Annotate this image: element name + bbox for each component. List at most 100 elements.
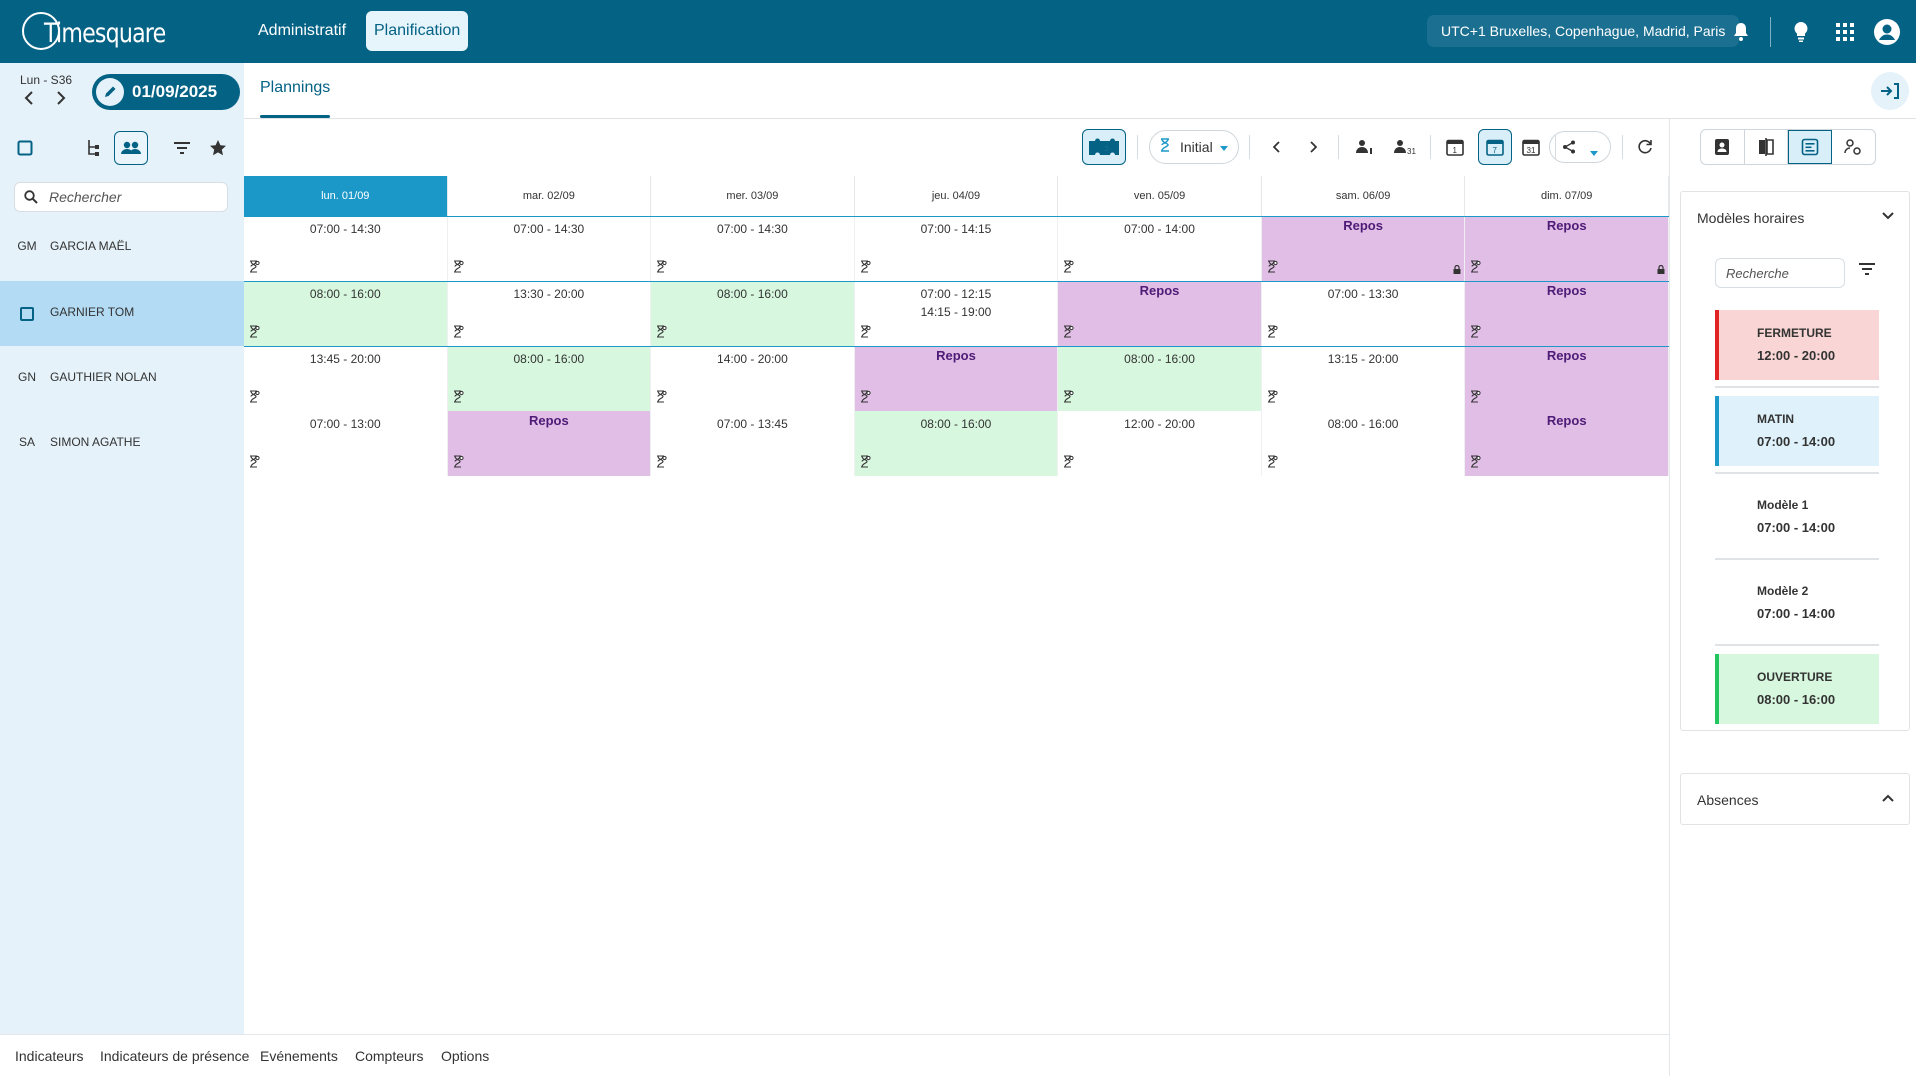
account-icon[interactable]: [1874, 19, 1900, 45]
repos-shift-cell[interactable]: Repos: [1465, 216, 1669, 281]
shift-cell[interactable]: 07:00 - 13:45: [651, 411, 855, 476]
shift-text: 08:00 - 16:00: [1124, 352, 1195, 366]
selected-row-border: [244, 216, 1669, 217]
repos-shift-cell[interactable]: Repos: [1058, 281, 1262, 346]
day-header[interactable]: jeu. 04/09: [854, 176, 1059, 216]
share-menu-button[interactable]: [1549, 131, 1611, 163]
shift-cell[interactable]: 12:00 - 20:00: [1058, 411, 1262, 476]
timezone-selector[interactable]: UTC+1 Bruxelles, Copenhague, Madrid, Par…: [1427, 15, 1740, 47]
version-select[interactable]: Initial: [1149, 130, 1239, 164]
repos-shift-cell[interactable]: Repos: [1465, 411, 1669, 476]
day-header[interactable]: sam. 06/09: [1261, 176, 1466, 216]
person-day-icon[interactable]: [1350, 129, 1380, 165]
employee-search-input[interactable]: [49, 187, 219, 207]
repos-shift-cell[interactable]: Repos: [1465, 281, 1669, 346]
model-divider: [1715, 558, 1879, 560]
schedule-model-item[interactable]: FERMETURE 12:00 - 20:00: [1715, 310, 1879, 388]
lightbulb-icon[interactable]: [1788, 19, 1814, 45]
shift-cell[interactable]: 08:00 - 16:00: [854, 411, 1059, 476]
day-header[interactable]: lun. 01/09: [244, 176, 448, 216]
compare-icon[interactable]: [1745, 130, 1788, 164]
group-view-icon[interactable]: [114, 131, 148, 165]
employee-row-garcia[interactable]: GM GARCIA MAËL: [0, 215, 244, 280]
model-search-input[interactable]: [1726, 264, 1836, 282]
shift-cell[interactable]: 13:15 - 20:00: [1262, 346, 1466, 411]
filter-icon[interactable]: [165, 131, 199, 165]
day-header[interactable]: mar. 02/09: [447, 176, 652, 216]
month-view-icon[interactable]: 31: [1516, 129, 1546, 165]
employee-row-gauthier[interactable]: GN GAUTHIER NOLAN: [0, 346, 244, 411]
chevron-left-icon[interactable]: [24, 91, 34, 110]
shift-cell[interactable]: 07:00 - 13:30: [1262, 281, 1466, 346]
tab-compteurs[interactable]: Compteurs: [355, 1048, 424, 1064]
shift-cell[interactable]: 08:00 - 16:00: [1262, 411, 1466, 476]
day-header[interactable]: ven. 05/09: [1058, 176, 1262, 216]
svg-text:31: 31: [1527, 146, 1536, 155]
tab-indicateurs[interactable]: Indicateurs: [15, 1048, 84, 1064]
shift-cell[interactable]: 07:00 - 14:30: [448, 216, 652, 281]
refresh-icon[interactable]: [1630, 129, 1660, 165]
chevron-right-icon[interactable]: [56, 91, 66, 110]
timesquare-logo[interactable]: Timesquare: [22, 12, 170, 52]
day-header[interactable]: mer. 03/09: [651, 176, 855, 216]
schedule-model-item[interactable]: Modèle 1 07:00 - 14:00: [1715, 482, 1879, 560]
tab-plannings[interactable]: Plannings: [260, 63, 331, 118]
collapse-panel-button[interactable]: [1871, 72, 1909, 110]
chevron-right-icon[interactable]: [1298, 129, 1328, 165]
shift-time: 12:00 - 20:00: [1058, 415, 1261, 433]
shift-cell[interactable]: 07:00 - 13:00: [244, 411, 448, 476]
repos-shift-cell[interactable]: Repos: [447, 411, 652, 476]
week-view-icon[interactable]: 7: [1478, 129, 1512, 165]
employee-row-garnier[interactable]: GARNIER TOM: [0, 281, 244, 346]
date-picker-button[interactable]: 01/09/2025: [92, 74, 240, 110]
schedule-model-item[interactable]: OUVERTURE 08:00 - 16:00: [1715, 654, 1879, 724]
shift-cell[interactable]: 08:00 - 16:00: [651, 281, 855, 346]
shift-cell[interactable]: 13:45 - 20:00: [244, 346, 448, 411]
model-name: FERMETURE: [1757, 326, 1832, 340]
shift-time: 08:00 - 16:00: [1262, 415, 1465, 433]
repos-shift-cell[interactable]: Repos: [854, 346, 1059, 411]
puzzle-auto-plan-button[interactable]: [1082, 129, 1126, 165]
tab-options[interactable]: Options: [441, 1048, 490, 1064]
schedule-model-item[interactable]: Modèle 2 07:00 - 14:00: [1715, 568, 1879, 646]
apps-grid-icon[interactable]: [1832, 19, 1858, 45]
schedule-models-icon[interactable]: [1788, 130, 1832, 164]
shift-cell[interactable]: 13:30 - 20:00: [448, 281, 652, 346]
chevron-down-icon[interactable]: [1881, 208, 1895, 226]
tab-indicateurs-presence[interactable]: Indicateurs de présence: [100, 1048, 250, 1064]
shift-cell[interactable]: 08:00 - 16:00: [1058, 346, 1262, 411]
repos-shift-cell[interactable]: Repos: [1261, 216, 1466, 281]
person-month-icon[interactable]: 31: [1388, 129, 1422, 165]
people-settings-icon[interactable]: [1832, 130, 1875, 164]
employee-row-simon[interactable]: SA SIMON AGATHE: [0, 411, 244, 476]
contact-card-icon[interactable]: [1701, 130, 1745, 164]
hourglass-icon: [656, 260, 667, 278]
chevron-left-icon[interactable]: [1262, 129, 1292, 165]
bell-icon[interactable]: [1728, 19, 1754, 45]
shift-cell[interactable]: 08:00 - 16:00: [244, 281, 448, 346]
chevron-up-icon[interactable]: [1881, 790, 1895, 808]
nav-administratif[interactable]: Administratif: [258, 22, 347, 39]
shift-cell[interactable]: 14:00 - 20:00: [651, 346, 855, 411]
day-view-icon[interactable]: 1: [1440, 129, 1470, 165]
shift-cell[interactable]: 08:00 - 16:00: [447, 346, 652, 411]
filter-icon[interactable]: [1859, 262, 1875, 280]
day-header[interactable]: dim. 07/09: [1465, 176, 1669, 216]
select-all-checkbox[interactable]: [8, 131, 42, 165]
schedule-model-item[interactable]: MATIN 07:00 - 14:00: [1715, 396, 1879, 474]
shift-cell[interactable]: 07:00 - 12:15 14:15 - 19:00: [855, 281, 1059, 346]
svg-text:31: 31: [1407, 147, 1416, 155]
shift-cell[interactable]: 07:00 - 14:30: [244, 216, 448, 281]
shift-cell[interactable]: 07:00 - 14:30: [651, 216, 855, 281]
employee-checkbox[interactable]: [20, 307, 34, 321]
shift-cell[interactable]: 07:00 - 14:15: [855, 216, 1059, 281]
shift-cell[interactable]: 07:00 - 14:00: [1058, 216, 1262, 281]
nav-planification[interactable]: Planification: [366, 11, 469, 51]
star-icon[interactable]: [201, 131, 235, 165]
shift-time: 07:00 - 14:30: [448, 220, 651, 238]
shift-time: 07:00 - 12:15 14:15 - 19:00: [855, 285, 1058, 321]
hourglass-icon: [1267, 260, 1278, 278]
repos-shift-cell[interactable]: Repos: [1465, 346, 1669, 411]
hierarchy-icon[interactable]: [76, 131, 110, 165]
tab-evenements[interactable]: Evénements: [260, 1048, 338, 1064]
